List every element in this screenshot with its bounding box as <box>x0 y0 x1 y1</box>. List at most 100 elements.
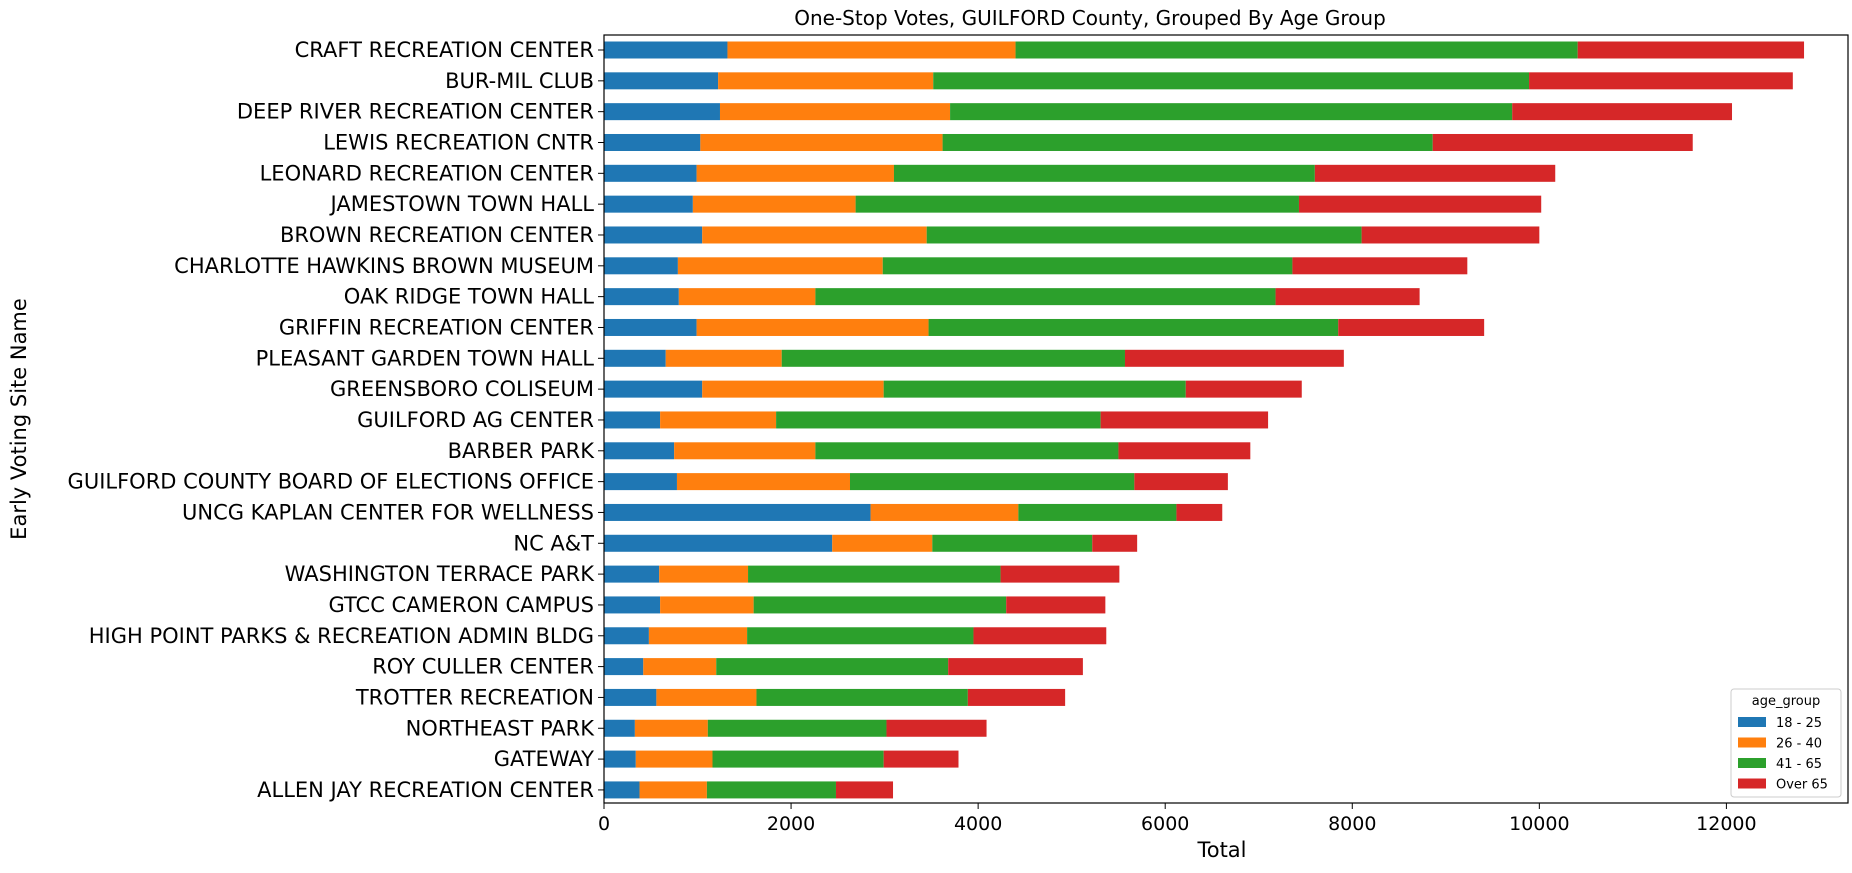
legend-label: 41 - 65 <box>1776 757 1822 772</box>
bar-segment <box>604 164 697 182</box>
legend: age_group 18 - 25 26 - 40 41 - 65 Over 65 <box>1730 688 1842 798</box>
bar-segment <box>604 565 660 583</box>
bar-segment <box>776 411 1101 429</box>
legend-swatch <box>1738 778 1766 789</box>
bar-segment <box>604 719 635 737</box>
x-axis-label: Total <box>1196 838 1246 862</box>
bar-segment <box>604 349 666 367</box>
legend-swatch <box>1738 737 1766 748</box>
y-tick-label: GUILFORD AG CENTER <box>357 408 594 432</box>
y-tick-label: ROY CULLER CENTER <box>372 655 594 679</box>
bar-segment <box>747 627 974 645</box>
bar-segment <box>604 41 728 59</box>
legend-title: age_group <box>1752 694 1820 709</box>
bar-segment <box>1118 442 1251 460</box>
bar-segment <box>696 318 929 336</box>
bar-segment <box>604 688 657 706</box>
bar-segment <box>678 288 816 306</box>
y-tick-labels: CRAFT RECREATION CENTER BUR-MIL CLUB DEEP … <box>68 38 604 802</box>
bar-segment <box>950 103 1513 121</box>
plot-frame <box>603 34 1849 804</box>
legend-label: 18 - 25 <box>1776 716 1822 731</box>
bar-segment <box>604 318 697 336</box>
bar-segment <box>718 72 934 90</box>
bar-segment <box>1361 226 1540 244</box>
y-tick-label: ALLEN JAY RECREATION CENTER <box>257 778 594 802</box>
bar-segment <box>692 195 856 213</box>
bar-segment <box>604 627 649 645</box>
bar-segment <box>604 72 719 90</box>
bar-segment <box>674 442 816 460</box>
y-tick-label: BROWN RECREATION CENTER <box>280 223 594 247</box>
bar-segment <box>604 442 675 460</box>
y-tick-label: DEEP RIVER RECREATION CENTER <box>237 100 594 124</box>
bar-segment <box>604 596 661 614</box>
bar-segment <box>832 534 933 552</box>
bar-segment <box>643 658 717 676</box>
bar-segment <box>604 133 701 151</box>
bar-segment <box>1000 565 1120 583</box>
y-tick-label: LEONARD RECREATION CENTER <box>260 161 594 185</box>
x-tick-label: 8000 <box>1328 813 1376 835</box>
bar-segment <box>1176 503 1223 521</box>
y-tick-label: CRAFT RECREATION CENTER <box>295 38 594 62</box>
x-tick-labels: 0 2000 4000 6000 8000 10000 12000 <box>598 803 1757 835</box>
bar-segment <box>676 473 850 491</box>
x-tick-label: 12000 <box>1696 813 1756 835</box>
x-tick-label: 0 <box>598 813 610 835</box>
y-tick-label: GRIFFIN RECREATION CENTER <box>279 315 594 339</box>
bar-segment <box>702 226 927 244</box>
bar-segment <box>634 719 708 737</box>
bar-segment <box>604 658 644 676</box>
x-tick-label: 2000 <box>767 813 815 835</box>
x-tick-label: 4000 <box>954 813 1002 835</box>
y-tick-label: BARBER PARK <box>448 439 596 463</box>
bar-segment <box>706 781 836 799</box>
bar-segment <box>1134 473 1228 491</box>
y-tick-label: UNCG KAPLAN CENTER FOR WELLNESS <box>182 500 594 524</box>
bar-segment <box>1275 288 1420 306</box>
bar-segment <box>973 627 1107 645</box>
y-tick-label: TROTTER RECREATION <box>355 685 594 709</box>
bar-segment <box>1006 596 1106 614</box>
bar-segment <box>1577 41 1805 59</box>
y-tick-label: CHARLOTTE HAWKINS BROWN MUSEUM <box>174 254 594 278</box>
x-tick-label: 10000 <box>1509 813 1569 835</box>
legend-box <box>1730 688 1842 798</box>
legend-swatch <box>1738 758 1766 768</box>
bar-segment <box>660 596 754 614</box>
bars-layer <box>604 41 1805 799</box>
legend-label: 26 - 40 <box>1776 737 1822 752</box>
bar-segment <box>756 688 968 706</box>
bar-segment <box>1529 72 1793 90</box>
y-tick-label: OAK RIDGE TOWN HALL <box>344 285 595 309</box>
y-tick-label: GTCC CAMERON CAMPUS <box>328 593 594 617</box>
bar-segment <box>700 133 943 151</box>
bar-segment <box>604 288 679 306</box>
bar-segment <box>883 750 959 768</box>
y-tick-label: GUILFORD COUNTY BOARD OF ELECTIONS OFFIC… <box>68 470 594 494</box>
bar-segment <box>753 596 1007 614</box>
y-tick-label: WASHINGTON TERRACE PARK <box>285 562 596 586</box>
bar-segment <box>1298 195 1542 213</box>
bar-segment <box>712 750 884 768</box>
bar-segment <box>835 781 894 799</box>
legend-swatch <box>1738 717 1766 727</box>
bar-segment <box>604 257 678 275</box>
bar-segment <box>1092 534 1138 552</box>
bar-segment <box>1512 103 1733 121</box>
bar-segment <box>882 257 1293 275</box>
bar-segment <box>886 719 987 737</box>
y-tick-label: NORTHEAST PARK <box>406 716 596 740</box>
bar-segment <box>1314 164 1556 182</box>
bar-segment <box>635 750 713 768</box>
y-tick-label: LEWIS RECREATION CNTR <box>323 130 594 154</box>
y-axis-label: Early Voting Site Name <box>7 298 31 540</box>
bar-segment <box>1124 349 1344 367</box>
bar-segment <box>1018 503 1177 521</box>
bar-segment <box>883 380 1186 398</box>
bar-segment <box>1292 257 1468 275</box>
y-tick-label: JAMESTOWN TOWN HALL <box>329 192 595 216</box>
